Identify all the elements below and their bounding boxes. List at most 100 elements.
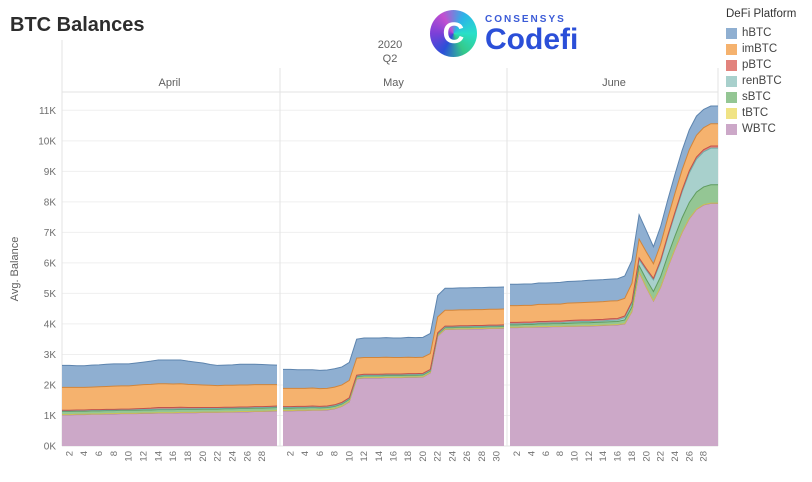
legend-label: pBTC xyxy=(742,59,772,71)
area-outline-hBTC xyxy=(510,105,718,285)
legend-swatch-sBTC xyxy=(726,91,737,103)
x-tick-label: 6 xyxy=(315,451,326,456)
area-outline-hBTC xyxy=(283,286,505,371)
logo-text: CONSENSYS Codefi xyxy=(485,14,579,56)
logo-codefi-label: Codefi xyxy=(485,23,579,56)
x-tick-label: 4 xyxy=(79,451,90,456)
x-tick-label: 22 xyxy=(433,451,444,462)
x-tick-label: 26 xyxy=(242,451,253,462)
logo-consensys-label: CONSENSYS xyxy=(485,14,566,25)
x-tick-label: 26 xyxy=(462,451,473,462)
legend-item-renBTC[interactable]: renBTC xyxy=(726,73,796,89)
x-tick-label: 10 xyxy=(124,451,135,462)
legend: DeFi Platform hBTC imBTC pBTC renBTC sBTC tBT… xyxy=(726,8,796,137)
x-tick-label: 12 xyxy=(139,451,150,462)
x-tick-label: 12 xyxy=(359,451,370,462)
area-outline-renBTC xyxy=(510,147,718,325)
legend-item-WBTC[interactable]: WBTC xyxy=(726,121,796,137)
legend-label: WBTC xyxy=(742,123,776,135)
x-tick-label: 28 xyxy=(699,451,710,462)
area-renBTC-June[interactable] xyxy=(510,148,718,325)
x-tick-label: 18 xyxy=(183,451,194,462)
area-outline-renBTC xyxy=(283,325,505,409)
x-tick-label: 12 xyxy=(584,451,595,462)
legend-item-sBTC[interactable]: sBTC xyxy=(726,89,796,105)
area-imBTC-April[interactable] xyxy=(62,383,277,411)
area-WBTC-May[interactable] xyxy=(283,328,504,446)
legend-label: imBTC xyxy=(742,43,778,55)
y-tick-label: 3K xyxy=(44,350,57,361)
area-hBTC-June[interactable] xyxy=(510,106,718,306)
x-tick-label: 8 xyxy=(330,451,341,456)
legend-items: hBTC imBTC pBTC renBTC sBTC tBTC WBTC xyxy=(726,25,796,137)
x-tick-label: 28 xyxy=(477,451,488,462)
area-imBTC-June[interactable] xyxy=(510,123,718,323)
legend-item-imBTC[interactable]: imBTC xyxy=(726,41,796,57)
period-quarter-label: Q2 xyxy=(383,53,398,65)
area-outline-tBTC xyxy=(510,202,718,328)
x-tick-label: 28 xyxy=(257,451,268,462)
area-outline-tBTC xyxy=(283,327,505,412)
area-outline-pBTC xyxy=(62,405,278,411)
legend-swatch-renBTC xyxy=(726,75,737,87)
legend-label: hBTC xyxy=(742,27,772,39)
area-outline-renBTC xyxy=(62,406,278,412)
legend-title: DeFi Platform xyxy=(726,8,797,20)
area-outline-sBTC xyxy=(62,407,278,413)
x-tick-label: 20 xyxy=(198,451,209,462)
legend-item-tBTC[interactable]: tBTC xyxy=(726,105,796,121)
area-outline-pBTC xyxy=(510,145,718,323)
x-tick-label: 20 xyxy=(641,451,652,462)
area-outline-pBTC xyxy=(283,324,505,408)
area-outline-imBTC xyxy=(510,123,718,307)
x-tick-label: 26 xyxy=(684,451,695,462)
area-hBTC-May[interactable] xyxy=(283,287,504,389)
legend-label: sBTC xyxy=(742,91,771,103)
month-label-May: May xyxy=(383,77,404,89)
x-tick-label: 14 xyxy=(598,451,609,462)
page-title: BTC Balances xyxy=(10,14,145,36)
legend-item-pBTC[interactable]: pBTC xyxy=(726,57,796,73)
y-tick-label: 1K xyxy=(44,411,57,422)
legend-item-hBTC[interactable]: hBTC xyxy=(726,25,796,41)
y-tick-label: 9K xyxy=(44,167,57,178)
month-label-June: June xyxy=(602,77,626,89)
x-tick-label: 14 xyxy=(374,451,385,462)
area-WBTC-June[interactable] xyxy=(510,203,718,446)
x-tick-label: 20 xyxy=(418,451,429,462)
x-tick-label: 4 xyxy=(527,451,538,456)
x-tick-label: 2 xyxy=(512,451,523,456)
x-tick-label: 18 xyxy=(627,451,638,462)
area-outline-imBTC xyxy=(283,308,505,390)
y-tick-label: 5K xyxy=(44,289,57,300)
y-tick-label: 11K xyxy=(39,106,56,117)
legend-swatch-WBTC xyxy=(726,123,737,135)
legend-swatch-hBTC xyxy=(726,27,737,39)
x-tick-label: 14 xyxy=(153,451,164,462)
legend-swatch-pBTC xyxy=(726,59,737,71)
area-outline-sBTC xyxy=(283,325,505,409)
x-tick-label: 16 xyxy=(168,451,179,462)
x-tick-label: 16 xyxy=(389,451,400,462)
area-outline-hBTC xyxy=(62,359,278,367)
x-tick-label: 10 xyxy=(570,451,581,462)
area-sBTC-June[interactable] xyxy=(510,184,718,328)
y-tick-label: 8K xyxy=(44,197,57,208)
x-tick-label: 2 xyxy=(285,451,296,456)
x-tick-label: 8 xyxy=(109,451,120,456)
x-tick-label: 6 xyxy=(94,451,105,456)
x-tick-label: 4 xyxy=(300,451,311,456)
area-hBTC-April[interactable] xyxy=(62,359,277,388)
x-tick-label: 24 xyxy=(228,451,239,462)
y-tick-label: 6K xyxy=(44,258,57,269)
area-WBTC-April[interactable] xyxy=(62,410,277,446)
legend-label: tBTC xyxy=(742,107,769,119)
y-axis-label: Avg. Balance xyxy=(9,237,21,302)
x-tick-label: 10 xyxy=(344,451,355,462)
legend-label: renBTC xyxy=(742,75,782,87)
x-tick-label: 16 xyxy=(613,451,624,462)
legend-swatch-imBTC xyxy=(726,43,737,55)
x-tick-label: 30 xyxy=(492,451,503,462)
y-tick-label: 2K xyxy=(44,380,57,391)
